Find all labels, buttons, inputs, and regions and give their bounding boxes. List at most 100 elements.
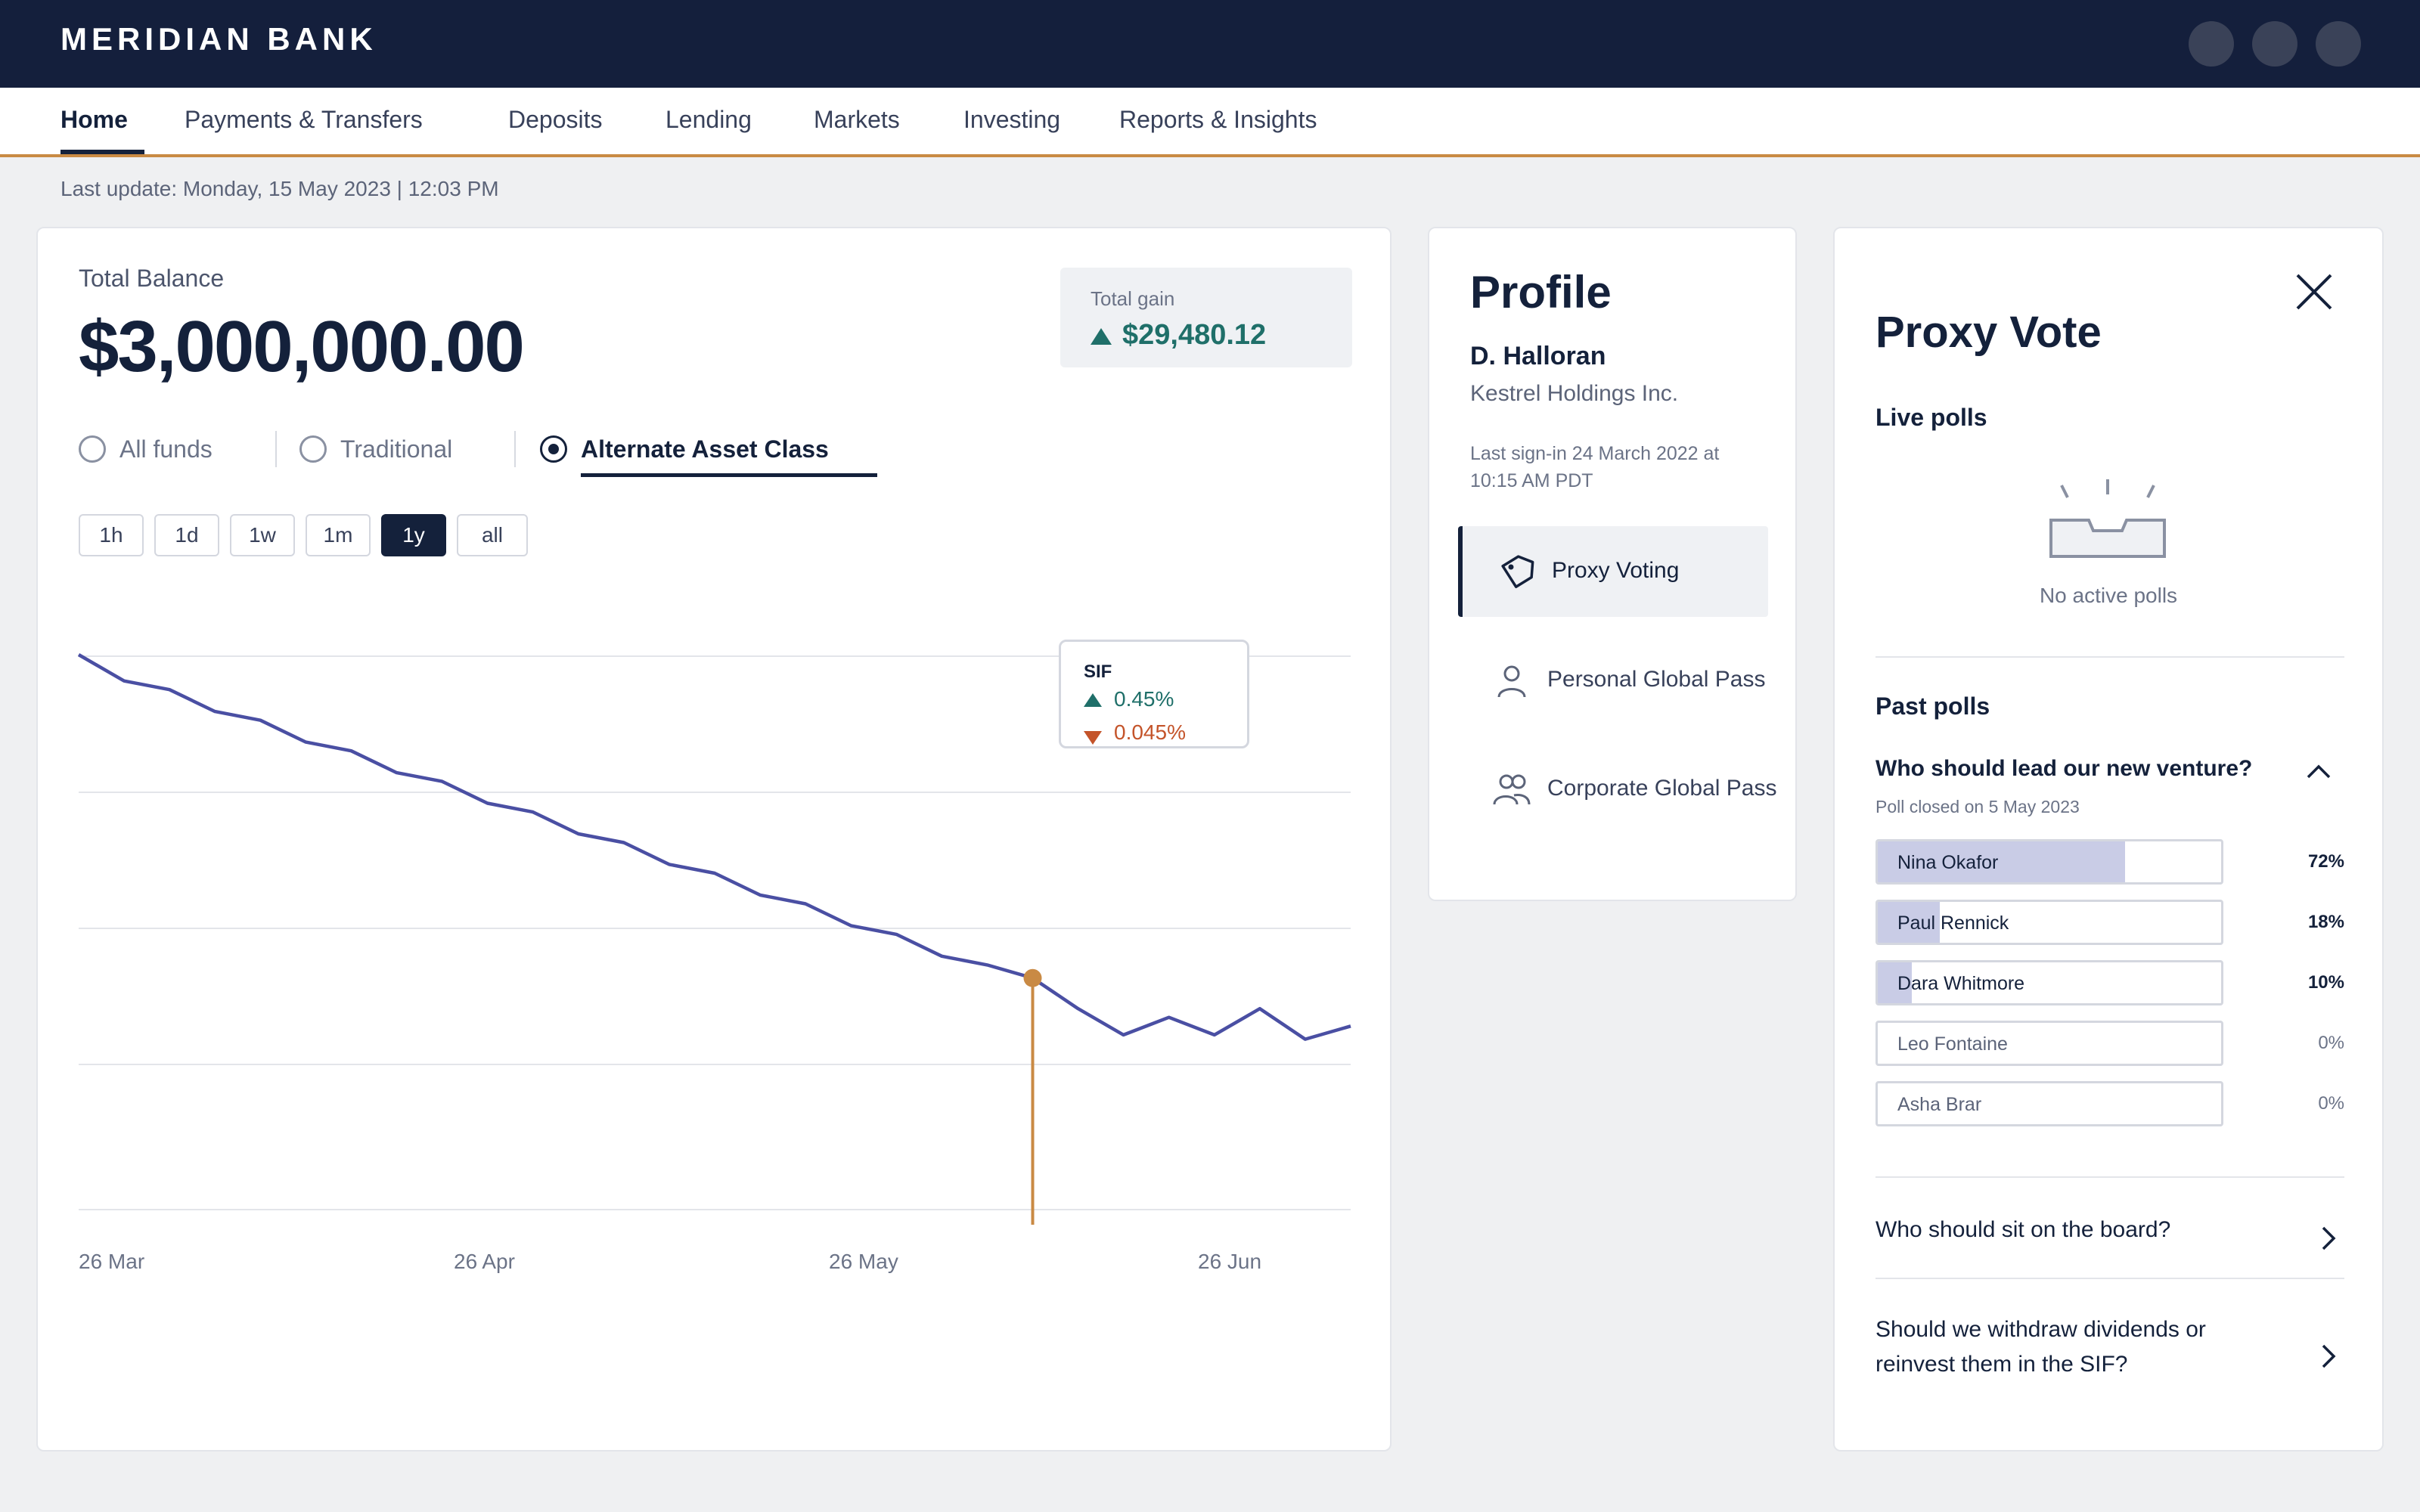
divider — [1876, 1278, 2344, 1279]
poll-question-board[interactable]: Who should sit on the board? — [1876, 1217, 2171, 1242]
poll-result-bar: Nina Okafor — [1876, 839, 2223, 885]
poll-candidate-name: Paul Rennick — [1897, 912, 2009, 934]
poll-result-bar: Dara Whitmore — [1876, 960, 2223, 1005]
poll-result-bar: Paul Rennick — [1876, 900, 2223, 945]
radio-circle-icon — [299, 435, 327, 463]
poll-result-percent: 18% — [2307, 912, 2344, 932]
radio-divider — [275, 431, 277, 467]
range-1y-button[interactable]: 1y — [381, 514, 446, 556]
brand-logo[interactable]: MERIDIAN BANK — [60, 21, 377, 57]
balance-card: Total Balance $3,000,000.00 Total gain $… — [36, 227, 1392, 1452]
chevron-right-icon[interactable] — [2319, 1223, 2338, 1253]
poll-question-dividends[interactable]: Should we withdraw dividends or reinvest… — [1876, 1317, 2206, 1377]
radio-alternate-asset-class[interactable]: Alternate Asset Class — [540, 432, 873, 466]
poll-question-lead-venture[interactable]: Who should lead our new venture? — [1876, 756, 2253, 781]
proxy-vote-title: Proxy Vote — [1876, 308, 2102, 357]
poll-result-row: Dara Whitmore 10% — [1876, 960, 2344, 1005]
poll-result-bar: Leo Fontaine — [1876, 1021, 2223, 1066]
poll-result-fill — [1878, 962, 1913, 1003]
total-balance-value: $3,000,000.00 — [79, 306, 525, 387]
menu-item-label: Corporate Global Pass — [1547, 776, 1777, 801]
menu-item-proxy-voting[interactable]: Proxy Voting — [1458, 526, 1768, 617]
poll-candidate-name: Leo Fontaine — [1897, 1033, 2008, 1055]
menu-item-label: Proxy Voting — [1552, 558, 1680, 583]
poll-result-row: Nina Okafor 72% — [1876, 839, 2344, 885]
poll-result-row: Paul Rennick 18% — [1876, 900, 2344, 945]
poll-result-percent: 0% — [2318, 1093, 2344, 1114]
menu-item-label: Personal Global Pass — [1547, 667, 1766, 692]
tab-payments-transfers[interactable]: Payments & Transfers — [185, 106, 423, 133]
tooltip-title: SIF — [1084, 662, 1112, 682]
radio-label: Alternate Asset Class — [581, 435, 829, 463]
balance-chart[interactable]: 26 Mar 26 Apr 26 May 26 Jun — [38, 228, 1393, 1453]
tab-lending[interactable]: Lending — [666, 106, 752, 133]
gain-up-arrow-icon — [1091, 328, 1112, 345]
total-gain-value: $29,480.12 — [1122, 319, 1267, 351]
empty-inbox-icon — [2049, 479, 2166, 558]
no-active-polls-text: No active polls — [2039, 584, 2178, 607]
x-tick-label: 26 May — [829, 1250, 898, 1273]
chart-tooltip: SIF 0.45% 0.045% — [1059, 640, 1249, 748]
poll-result-row: Leo Fontaine 0% — [1876, 1021, 2344, 1066]
past-polls-heading: Past polls — [1876, 692, 1990, 720]
tab-investing[interactable]: Investing — [963, 106, 1061, 133]
poll-candidate-name: Dara Whitmore — [1897, 973, 2025, 994]
profile-name: D. Halloran — [1470, 342, 1606, 370]
people-icon — [1493, 774, 1531, 805]
divider — [1876, 1176, 2344, 1178]
selected-underline — [581, 473, 877, 477]
series-line — [77, 653, 1351, 1041]
last-update-text: Last update: Monday, 15 May 2023 | 12:03… — [60, 177, 499, 200]
total-balance-label: Total Balance — [79, 265, 225, 292]
tab-home[interactable]: Home — [60, 106, 144, 154]
profile-last-signin: Last sign-in 24 March 2022 at 10:15 AM P… — [1470, 443, 1720, 491]
tab-reports-insights[interactable]: Reports & Insights — [1119, 106, 1317, 133]
radio-all-funds[interactable]: All funds — [79, 432, 230, 466]
radio-divider — [514, 431, 516, 467]
proxy-vote-panel: Proxy Vote Live polls No active polls Pa… — [1833, 227, 2384, 1452]
tab-markets[interactable]: Markets — [814, 106, 900, 133]
live-polls-heading: Live polls — [1876, 404, 1987, 431]
tab-deposits[interactable]: Deposits — [508, 106, 603, 133]
radio-traditional[interactable]: Traditional — [299, 432, 473, 466]
total-gain-box: Total gain $29,480.12 — [1060, 268, 1352, 367]
poll-result-fill — [1878, 841, 2125, 882]
range-1m-button[interactable]: 1m — [306, 514, 371, 556]
profile-card: Profile D. Halloran Kestrel Holdings Inc… — [1428, 227, 1797, 901]
poll-result-percent: 0% — [2318, 1033, 2344, 1053]
poll-result-row: Asha Brar 0% — [1876, 1081, 2344, 1126]
close-icon[interactable] — [2291, 269, 2337, 314]
menu-item-personal-global-pass[interactable]: Personal Global Pass — [1458, 635, 1768, 726]
divider — [1876, 656, 2344, 658]
header-action-3-icon[interactable] — [2316, 21, 2361, 67]
poll-result-bar: Asha Brar — [1876, 1081, 2223, 1126]
tooltip-up-value: 0.45% — [1114, 687, 1174, 711]
header-action-2-icon[interactable] — [2252, 21, 2297, 67]
radio-circle-icon — [79, 435, 106, 463]
poll-candidate-name: Asha Brar — [1897, 1094, 1982, 1115]
range-1w-button[interactable]: 1w — [230, 514, 295, 556]
poll-closed-date: Poll closed on 5 May 2023 — [1876, 797, 2080, 816]
total-gain-label: Total gain — [1091, 287, 1175, 310]
menu-item-corporate-global-pass[interactable]: Corporate Global Pass — [1458, 744, 1777, 835]
poll-result-percent: 10% — [2307, 972, 2344, 993]
highlight-point[interactable] — [1023, 968, 1042, 987]
radio-label: Traditional — [340, 435, 453, 463]
tag-icon — [1501, 555, 1534, 588]
poll-result-percent: 72% — [2307, 851, 2344, 872]
range-all-button[interactable]: all — [457, 514, 528, 556]
range-1h-button[interactable]: 1h — [79, 514, 144, 556]
range-1d-button[interactable]: 1d — [154, 514, 219, 556]
x-tick-label: 26 Jun — [1198, 1250, 1261, 1273]
poll-result-fill — [1878, 902, 1940, 943]
up-arrow-icon — [1084, 693, 1102, 707]
x-tick-label: 26 Mar — [79, 1250, 144, 1273]
chevron-up-icon[interactable] — [2304, 759, 2334, 782]
chevron-right-icon[interactable] — [2319, 1341, 2338, 1371]
profile-company: Kestrel Holdings Inc. — [1470, 381, 1679, 406]
tooltip-down-value: 0.045% — [1114, 720, 1186, 744]
profile-title: Profile — [1470, 267, 1612, 318]
poll-candidate-name: Nina Okafor — [1897, 852, 1999, 873]
main-nav: Home Payments & Transfers Deposits Lendi… — [0, 88, 2420, 157]
header-action-1-icon[interactable] — [2189, 21, 2234, 67]
